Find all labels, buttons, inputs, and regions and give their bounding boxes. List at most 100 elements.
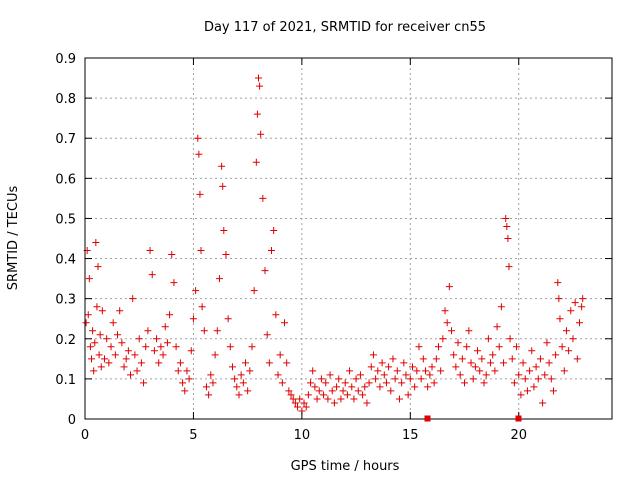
data-point (315, 387, 323, 395)
y-tick-label: 0.3 (55, 293, 76, 308)
data-point (278, 379, 286, 387)
data-point (482, 371, 490, 379)
data-point (556, 315, 564, 323)
data-point (250, 287, 258, 295)
data-point (259, 194, 267, 202)
plot-frame (84, 57, 613, 420)
data-point (569, 335, 577, 343)
data-point (281, 319, 289, 327)
data-point (339, 387, 347, 395)
data-point (476, 367, 484, 375)
data-point (296, 395, 304, 403)
data-point (411, 383, 419, 391)
data-point (424, 383, 432, 391)
data-point (385, 363, 393, 371)
data-point (369, 351, 377, 359)
data-point (166, 311, 174, 319)
data-point (341, 379, 349, 387)
data-point (209, 379, 217, 387)
data-point (105, 359, 113, 367)
data-point (241, 359, 249, 367)
data-point (541, 371, 549, 379)
data-point (263, 331, 271, 339)
data-point (372, 375, 380, 383)
data-point (194, 134, 202, 142)
data-point (471, 363, 479, 371)
data-point (131, 351, 139, 359)
data-point (157, 343, 165, 351)
data-point (365, 379, 373, 387)
data-point (97, 363, 105, 371)
data-point (456, 371, 464, 379)
data-point (417, 375, 425, 383)
data-point (506, 335, 514, 343)
data-point (226, 343, 234, 351)
data-point (421, 367, 429, 375)
data-point (426, 371, 434, 379)
time-marker (424, 415, 431, 422)
data-point (285, 387, 293, 395)
data-point (500, 359, 508, 367)
data-point (272, 311, 280, 319)
data-point (302, 403, 310, 411)
data-point (435, 343, 443, 351)
data-point (287, 391, 295, 399)
data-point (140, 379, 148, 387)
data-point (219, 182, 227, 190)
data-point (98, 307, 106, 315)
data-point (389, 355, 397, 363)
data-point (402, 371, 410, 379)
data-point (380, 371, 388, 379)
data-point (86, 343, 94, 351)
data-point (289, 395, 297, 403)
data-point (408, 363, 416, 371)
y-axis-label: SRMTID / TECUs (6, 186, 21, 291)
data-point (578, 303, 586, 311)
data-point (361, 383, 369, 391)
data-point (400, 359, 408, 367)
data-point (450, 351, 458, 359)
x-tick-label: 10 (294, 428, 311, 443)
data-point (92, 239, 100, 247)
data-point (443, 319, 451, 327)
data-point (276, 351, 284, 359)
chart-title: Day 117 of 2021, SRMTID for receiver cn5… (204, 20, 486, 35)
data-point (205, 391, 213, 399)
data-point (116, 307, 124, 315)
data-point (497, 303, 505, 311)
data-point (352, 375, 360, 383)
data-point (181, 387, 189, 395)
data-point (185, 375, 193, 383)
data-point (439, 335, 447, 343)
data-point (252, 158, 260, 166)
data-point (150, 347, 158, 355)
axis-ticks (84, 57, 612, 420)
axis-tick-labels: 0 5 10 15 20 0 0.1 0.2 0.3 0.4 0.5 0.6 0.7 0.8 0.9 (55, 52, 527, 443)
data-point (519, 359, 527, 367)
data-point (337, 395, 345, 403)
data-point (231, 375, 239, 383)
data-point (107, 343, 115, 351)
data-point (502, 214, 510, 222)
data-point (317, 375, 325, 383)
data-point (363, 399, 371, 407)
data-point (114, 331, 122, 339)
data-point (458, 355, 466, 363)
y-tick-label: 0.8 (55, 92, 76, 107)
data-point (437, 367, 445, 375)
data-point (491, 367, 499, 375)
data-point (84, 311, 92, 319)
data-point (218, 162, 226, 170)
data-point (505, 263, 513, 271)
data-point (244, 387, 252, 395)
data-point (504, 235, 512, 242)
data-point (215, 275, 223, 283)
data-point (530, 383, 538, 391)
data-point (558, 343, 566, 351)
data-point (419, 355, 427, 363)
data-point (463, 343, 471, 351)
data-point (200, 327, 208, 335)
data-point (309, 367, 317, 375)
data-point (354, 387, 362, 395)
data-point (579, 295, 587, 303)
